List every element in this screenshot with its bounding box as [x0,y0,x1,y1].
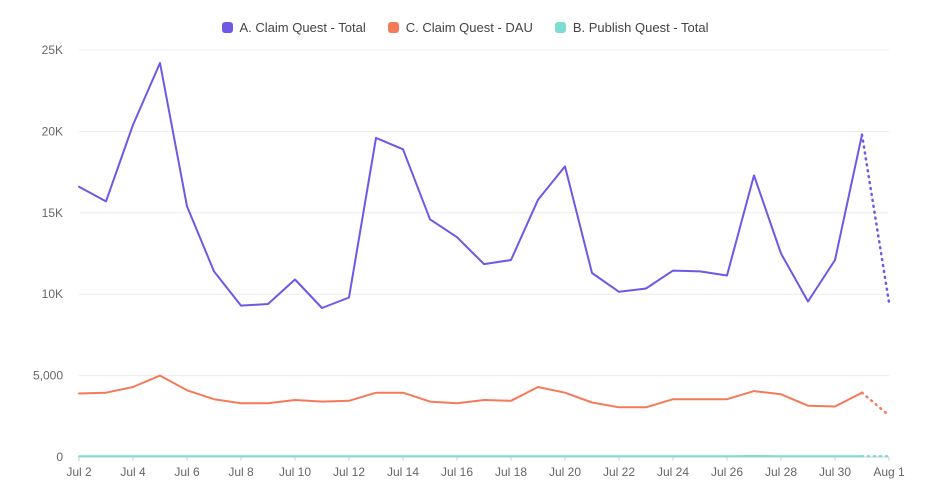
y-tick-label-4: 20K [42,124,63,138]
x-tick-label-13: Jul 28 [765,465,797,479]
series-line-1 [78,374,863,409]
x-tick-label-4: Jul 10 [279,465,311,479]
x-tick-label-5: Jul 12 [333,465,365,479]
series-partial-line-0 [860,133,891,304]
legend-label-publish-quest-total: B. Publish Quest - Total [572,20,709,35]
x-tick-label-2: Jul 6 [174,465,200,479]
y-tick-label-1: 5,000 [33,369,63,383]
x-tick-label-1: Jul 4 [120,465,146,479]
y-tick-label-5: 25K [42,43,63,57]
y-tick-label-0: 0 [56,450,63,464]
x-tick-label-7: Jul 16 [441,465,473,479]
legend-swatch-claim-quest-total [221,22,233,33]
x-tick-label-6: Jul 14 [387,465,419,479]
legend-label-claim-quest-total: A. Claim Quest - Total [239,20,366,35]
x-tick-label-9: Jul 20 [549,465,581,479]
series-line-0 [78,62,863,309]
legend-item-publish-quest-total[interactable]: B. Publish Quest - Total [554,20,709,35]
x-tick-label-8: Jul 18 [495,465,527,479]
legend-swatch-claim-quest-dau [387,22,399,33]
x-tick-label-0: Jul 2 [66,465,92,479]
x-tick-label-10: Jul 22 [603,465,635,479]
legend-swatch-publish-quest-total [554,22,566,33]
y-tick-label-3: 15K [42,206,63,220]
x-tick-label-12: Jul 26 [711,465,743,479]
legend-label-claim-quest-dau: C. Claim Quest - DAU [405,20,533,35]
x-tick-label-11: Jul 24 [657,465,689,479]
legend-item-claim-quest-dau[interactable]: C. Claim Quest - DAU [387,20,533,35]
chart-legend: A. Claim Quest - Total C. Claim Quest - … [0,20,930,35]
x-tick-label-14: Jul 30 [819,465,851,479]
y-tick-label-2: 10K [42,287,63,301]
legend-item-claim-quest-total[interactable]: A. Claim Quest - Total [221,20,366,35]
series-partial-line-1 [860,391,891,417]
x-tick-label-3: Jul 8 [228,465,254,479]
x-tick-label-15: Aug 1 [873,465,905,479]
